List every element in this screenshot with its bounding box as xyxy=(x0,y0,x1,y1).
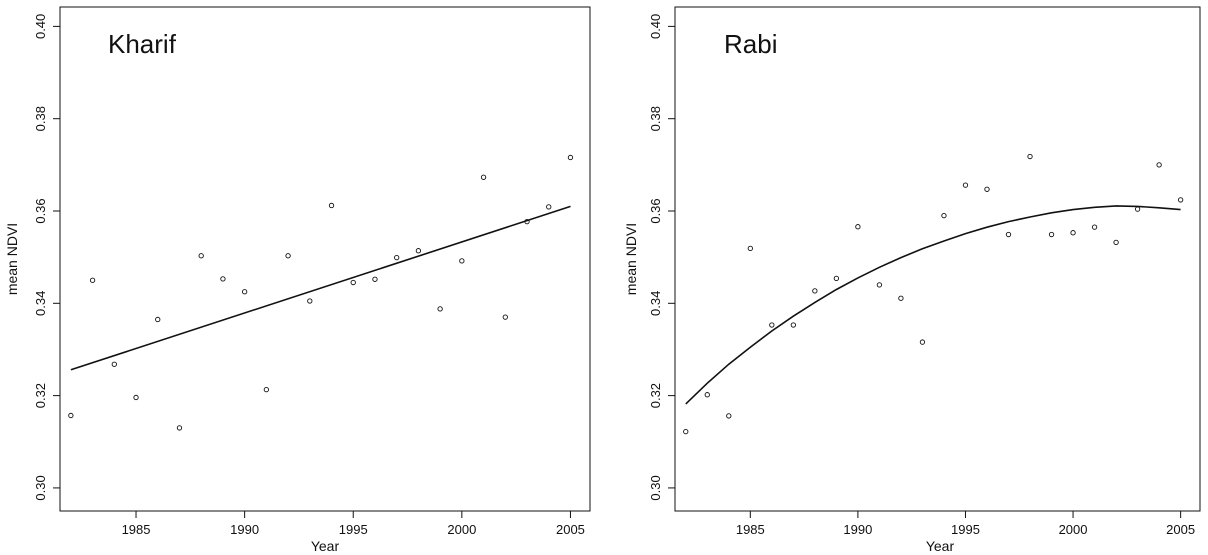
data-point xyxy=(480,174,487,180)
data-point xyxy=(726,413,732,419)
x-axis-ticks: 1985 1990 1995 2000 2005 xyxy=(736,511,1195,537)
data-point xyxy=(415,248,422,254)
data-point xyxy=(1091,224,1098,230)
data-point xyxy=(241,289,248,295)
x-tick-label: 2005 xyxy=(556,522,585,537)
x-axis-ticks: 1985 1990 1995 2000 2005 xyxy=(122,511,585,537)
data-point xyxy=(919,339,926,345)
x-axis-title: Year xyxy=(926,538,955,554)
data-point xyxy=(133,394,139,401)
data-point xyxy=(704,392,710,398)
data-point xyxy=(1070,230,1076,236)
plot-frame xyxy=(59,6,591,512)
y-tick-label: 0.34 xyxy=(648,291,663,316)
y-tick-label: 0.38 xyxy=(33,106,48,131)
x-tick-label: 1985 xyxy=(122,522,151,537)
y-axis-ticks: 0.30 0.32 0.34 0.36 0.38 0.40 xyxy=(33,14,60,501)
data-point xyxy=(747,245,753,252)
x-tick-label: 2000 xyxy=(1059,522,1088,537)
y-tick-label: 0.36 xyxy=(33,198,48,223)
x-tick-label: 1990 xyxy=(843,522,872,537)
data-point xyxy=(1113,239,1119,246)
panel-title: Kharif xyxy=(108,29,177,59)
data-point xyxy=(683,428,689,435)
y-tick-label: 0.36 xyxy=(648,198,663,223)
y-tick-label: 0.40 xyxy=(33,14,48,39)
x-tick-label: 1990 xyxy=(230,522,259,537)
plot-frame xyxy=(674,6,1201,512)
y-axis-title: mean NDVI xyxy=(623,223,639,295)
data-point xyxy=(567,154,574,161)
data-point xyxy=(1177,197,1184,203)
data-point xyxy=(962,182,969,188)
x-tick-label: 2005 xyxy=(1166,522,1195,537)
data-point xyxy=(1134,206,1141,212)
data-points xyxy=(68,154,574,431)
y-tick-label: 0.32 xyxy=(33,383,48,408)
data-point xyxy=(198,253,204,259)
data-point xyxy=(790,322,796,328)
data-point xyxy=(812,288,818,294)
data-point xyxy=(307,298,313,304)
data-point xyxy=(1005,231,1012,238)
x-tick-label: 1995 xyxy=(951,522,980,537)
fit-line xyxy=(70,205,571,371)
data-point xyxy=(111,361,117,367)
data-point xyxy=(328,202,335,209)
rabi-panel: Rabi Year mean NDVI 1985 1990 1995 2000 2005… xyxy=(623,6,1201,554)
data-point xyxy=(502,314,508,320)
y-tick-label: 0.32 xyxy=(648,383,663,408)
y-axis-ticks: 0.30 0.32 0.34 0.36 0.38 0.40 xyxy=(648,14,675,501)
data-point xyxy=(372,276,378,282)
data-point xyxy=(176,425,183,431)
data-point xyxy=(220,276,226,282)
x-tick-label: 1985 xyxy=(736,522,765,537)
y-tick-label: 0.34 xyxy=(33,291,48,316)
y-axis-title: mean NDVI xyxy=(4,223,20,295)
y-tick-label: 0.30 xyxy=(648,475,663,500)
y-tick-label: 0.30 xyxy=(33,475,48,500)
x-tick-label: 1995 xyxy=(339,522,368,537)
data-point xyxy=(459,258,465,264)
data-point xyxy=(1156,162,1162,168)
x-tick-label: 2000 xyxy=(447,522,476,537)
data-point xyxy=(984,186,990,192)
data-point xyxy=(350,279,356,286)
x-axis-title: Year xyxy=(311,538,340,554)
y-tick-label: 0.38 xyxy=(648,106,663,131)
panel-title: Rabi xyxy=(724,29,777,59)
data-point xyxy=(546,204,552,210)
data-point xyxy=(1027,153,1033,160)
data-point xyxy=(898,295,904,301)
data-point xyxy=(833,275,840,282)
data-point xyxy=(876,282,883,288)
data-point xyxy=(263,386,270,393)
y-tick-label: 0.40 xyxy=(648,14,663,39)
data-points xyxy=(683,153,1184,435)
data-point xyxy=(769,322,775,328)
data-point xyxy=(394,254,400,261)
data-point xyxy=(155,316,161,323)
data-point xyxy=(437,306,443,312)
data-point xyxy=(1048,231,1055,238)
data-point xyxy=(941,212,947,219)
data-point xyxy=(855,224,861,230)
data-point xyxy=(68,412,74,419)
data-point xyxy=(89,277,96,283)
data-point xyxy=(285,253,291,259)
kharif-panel: Kharif Year mean NDVI 1985 1990 1995 2000 20… xyxy=(4,6,591,554)
data-point xyxy=(524,218,530,225)
fit-line xyxy=(685,205,1181,405)
